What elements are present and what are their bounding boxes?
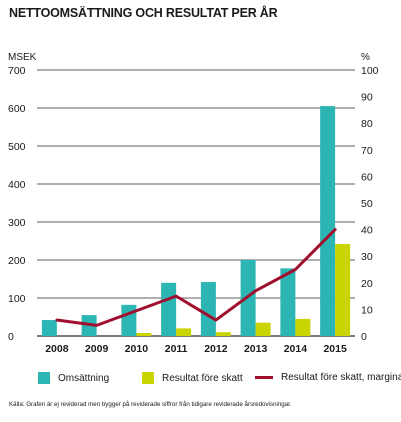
- bar-revenue-2012: [200, 282, 216, 336]
- bar-revenue-2008: [41, 320, 57, 336]
- x-tick-2009: 2009: [85, 343, 109, 355]
- x-tick-2011: 2011: [165, 343, 188, 355]
- x-tick-2010: 2010: [125, 343, 149, 355]
- legend-swatch-revenue: [38, 372, 50, 384]
- y-right-tick-90: 90: [361, 92, 373, 104]
- source-note: Källa: Grafen är ej reviderad men bygger…: [9, 401, 292, 408]
- x-tick-2008: 2008: [45, 343, 69, 355]
- bar-revenue-2014: [280, 268, 296, 336]
- y-left-tick-0: 0: [8, 331, 14, 343]
- bar-profit-2015: [335, 244, 351, 336]
- y-left-label: MSEK: [8, 52, 37, 63]
- chart-area: 0 100 200 300 400 500 600 700 0 10 20 30 40 50 60 70 80 9…: [8, 52, 379, 355]
- margin-line-group: [55, 228, 337, 327]
- y-right-tick-70: 70: [361, 145, 373, 157]
- bar-profit-2011: [176, 328, 192, 336]
- bar-profit-2014: [295, 318, 311, 336]
- y-left-tick-700: 700: [8, 65, 26, 77]
- y-right-tick-60: 60: [361, 171, 373, 183]
- margin-line: [55, 228, 337, 327]
- bar-revenue-2011: [161, 282, 177, 336]
- y-right-tick-10: 10: [361, 304, 373, 316]
- legend-item-revenue: Omsättning: [38, 372, 109, 384]
- legend-label-margin: Resultat före skatt, marginal: [281, 372, 401, 383]
- y-right-tick-20: 20: [361, 278, 373, 290]
- bar-profit-2013: [255, 322, 271, 336]
- bar-profit-2010: [136, 332, 152, 336]
- legend-swatch-margin: [255, 376, 273, 379]
- y-left-tick-100: 100: [8, 293, 26, 305]
- axes: 0 100 200 300 400 500 600 700 0 10 20 30 40 50 60 70 80 9…: [8, 52, 379, 355]
- legend-item-profit: Resultat före skatt: [142, 372, 243, 384]
- y-left-tick-500: 500: [8, 141, 26, 153]
- y-right-tick-100: 100: [361, 65, 379, 77]
- x-tick-2013: 2013: [244, 343, 268, 355]
- x-tick-2012: 2012: [204, 343, 228, 355]
- bar-revenue-2015: [320, 106, 336, 336]
- y-right-tick-40: 40: [361, 225, 373, 237]
- legend-item-margin: Resultat före skatt, marginal: [255, 372, 401, 383]
- y-right-tick-50: 50: [361, 198, 373, 210]
- bars: [41, 106, 351, 336]
- legend-swatch-profit: [142, 372, 154, 384]
- y-right-label: %: [361, 52, 370, 63]
- chart-title: NETTOOMSÄTTNING OCH RESULTAT PER ÅR: [9, 6, 278, 20]
- x-tick-2014: 2014: [284, 343, 308, 355]
- y-left-tick-400: 400: [8, 179, 26, 191]
- legend: Omsättning Resultat före skatt Resultat …: [0, 372, 401, 390]
- y-left-tick-600: 600: [8, 103, 26, 115]
- y-right-tick-30: 30: [361, 251, 373, 263]
- x-tick-2015: 2015: [323, 343, 347, 355]
- y-right-tick-0: 0: [361, 331, 367, 343]
- bar-revenue-2010: [121, 304, 137, 336]
- legend-label-profit: Resultat före skatt: [162, 372, 243, 384]
- y-left-tick-300: 300: [8, 217, 26, 229]
- legend-label-revenue: Omsättning: [58, 372, 110, 384]
- y-left-tick-200: 200: [8, 255, 26, 267]
- grid-lines: [37, 69, 355, 337]
- bar-profit-2012: [215, 332, 231, 336]
- y-right-tick-80: 80: [361, 118, 373, 130]
